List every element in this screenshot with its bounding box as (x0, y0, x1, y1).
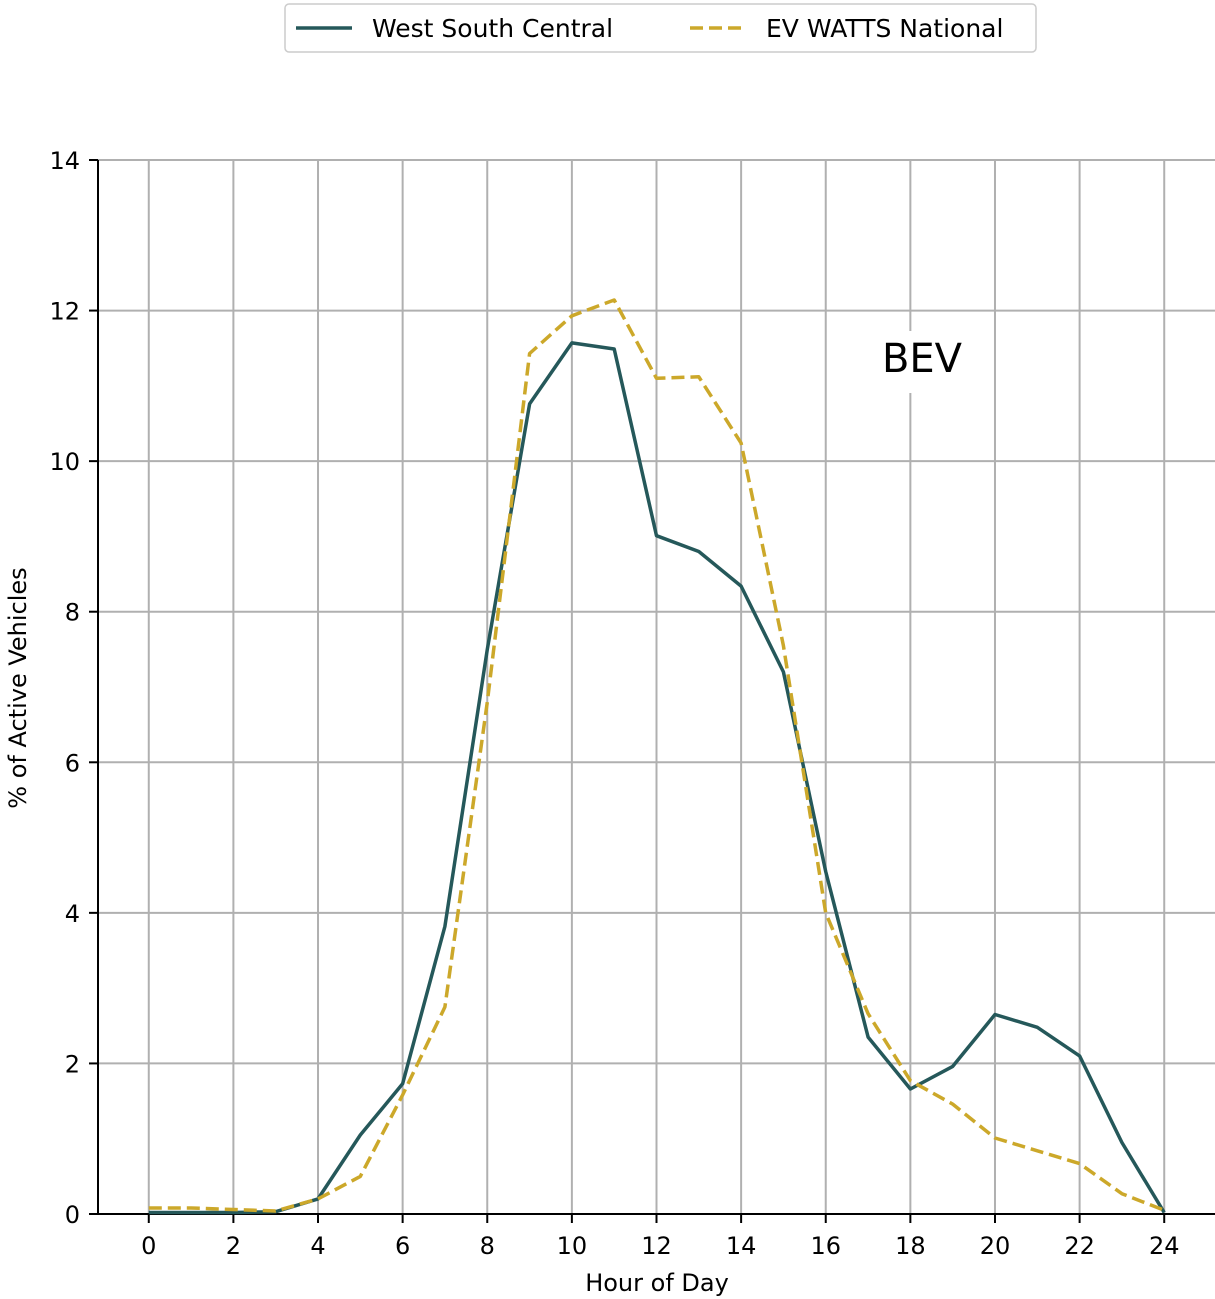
y-tick-label: 8 (65, 599, 80, 627)
y-tick-label: 2 (65, 1050, 80, 1078)
x-axis-title: Hour of Day (585, 1269, 729, 1297)
series-line-west-south-central (148, 341, 1166, 1215)
series-lines (148, 298, 1166, 1215)
x-tick-label: 2 (226, 1232, 241, 1260)
x-tick-label: 16 (810, 1232, 841, 1260)
y-ticks: 0 2 4 6 8 10 12 14 (49, 147, 98, 1229)
x-tick-label: 6 (395, 1232, 410, 1260)
y-tick-label: 10 (49, 448, 80, 476)
annotation-background (877, 331, 969, 393)
x-ticks: 0 2 4 6 8 10 12 14 16 18 20 22 24 (141, 1214, 1180, 1260)
y-tick-label: 6 (65, 749, 80, 777)
x-tick-label: 12 (641, 1232, 672, 1260)
legend-label-ev-watts-national: EV WATTS National (766, 14, 1003, 43)
legend: West South Central EV WATTS National (284, 3, 1037, 53)
annotation-label: BEV (882, 336, 963, 382)
grid (98, 159, 1215, 1215)
legend-label-west-south-central: West South Central (372, 14, 613, 43)
x-tick-label: 0 (141, 1232, 156, 1260)
y-tick-label: 12 (49, 298, 80, 326)
series-line-ev-watts-national (148, 298, 1165, 1213)
x-tick-label: 20 (980, 1232, 1011, 1260)
x-tick-label: 8 (480, 1232, 495, 1260)
legend-frame (284, 3, 1037, 53)
x-tick-label: 22 (1064, 1232, 1095, 1260)
x-tick-label: 18 (895, 1232, 926, 1260)
y-tick-label: 4 (65, 900, 80, 928)
y-tick-label: 14 (49, 147, 80, 175)
x-tick-label: 4 (310, 1232, 325, 1260)
x-tick-label: 10 (557, 1232, 588, 1260)
y-axis-title: % of Active Vehicles (4, 567, 32, 808)
x-tick-label: 14 (726, 1232, 757, 1260)
annotation-box: BEV (877, 331, 969, 393)
x-tick-label: 24 (1149, 1232, 1180, 1260)
y-tick-label: 0 (65, 1201, 80, 1229)
